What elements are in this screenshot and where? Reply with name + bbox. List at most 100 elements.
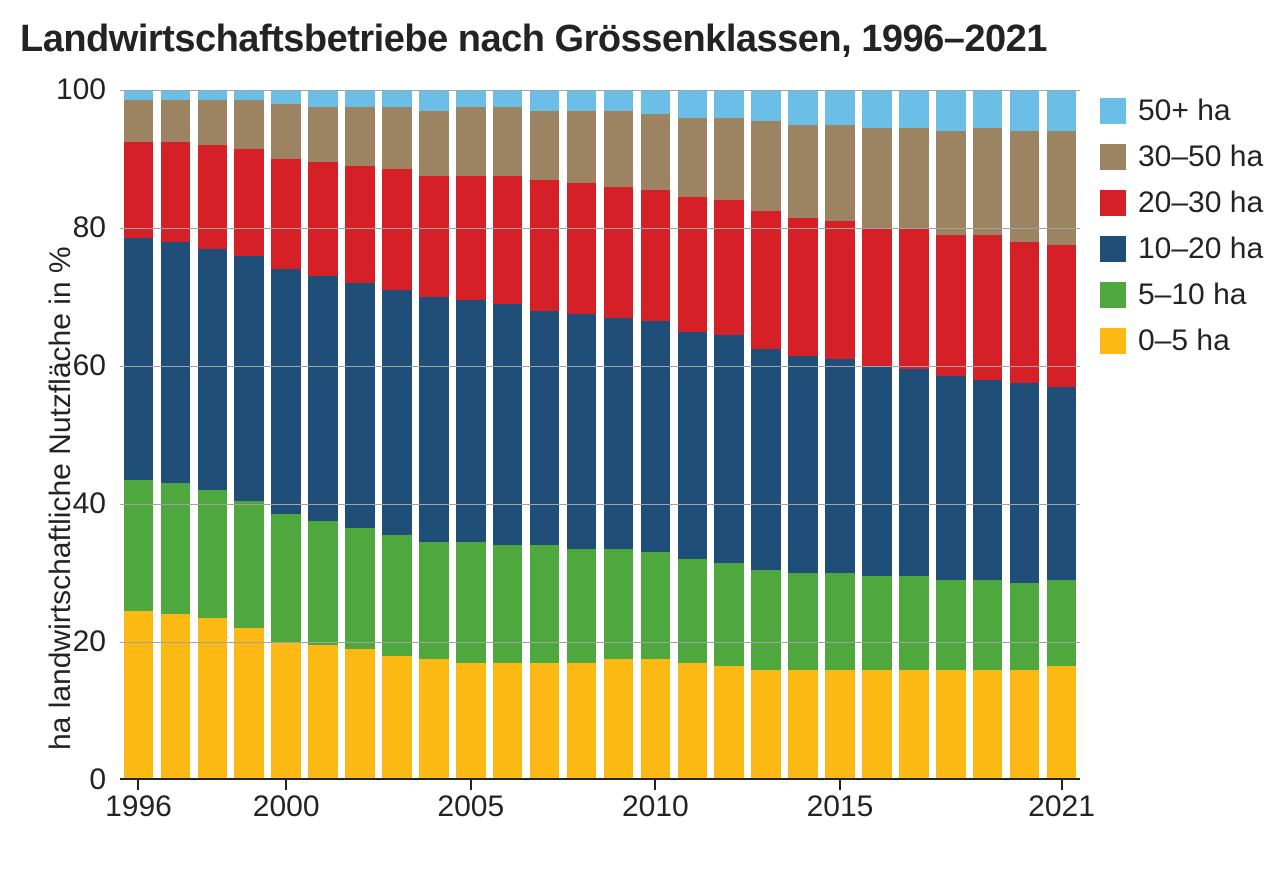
legend-swatch	[1100, 282, 1126, 308]
seg-s20_30	[567, 183, 597, 314]
seg-s5_10	[567, 549, 597, 663]
seg-s10_20	[1047, 387, 1077, 580]
legend-label: 20–30 ha	[1138, 188, 1263, 218]
bar-2008	[567, 90, 597, 780]
y-gridline	[120, 642, 1080, 643]
x-tick-mark	[285, 780, 287, 790]
seg-s0_5	[678, 663, 708, 780]
seg-s0_5	[604, 659, 634, 780]
seg-s30_50	[788, 125, 818, 218]
x-tick-label: 2010	[622, 790, 689, 824]
legend-item-s10_20: 10–20 ha	[1100, 234, 1263, 264]
legend: 50+ ha 30–50 ha 20–30 ha 10–20 ha 5–10 ha 0–5…	[1100, 96, 1263, 372]
seg-s20_30	[678, 197, 708, 332]
seg-s50p	[1010, 90, 1040, 131]
seg-s30_50	[308, 107, 338, 162]
seg-s0_5	[641, 659, 671, 780]
seg-s50p	[678, 90, 708, 118]
seg-s30_50	[198, 100, 228, 145]
seg-s50p	[271, 90, 301, 104]
seg-s50p	[751, 90, 781, 121]
seg-s30_50	[973, 128, 1003, 235]
seg-s20_30	[825, 221, 855, 359]
seg-s0_5	[234, 628, 264, 780]
seg-s0_5	[456, 663, 486, 780]
legend-label: 0–5 ha	[1138, 326, 1230, 356]
seg-s50p	[234, 90, 264, 100]
seg-s20_30	[1010, 242, 1040, 383]
seg-s50p	[345, 90, 375, 107]
seg-s5_10	[124, 480, 154, 611]
seg-s30_50	[124, 100, 154, 141]
seg-s0_5	[862, 670, 892, 780]
seg-s0_5	[936, 670, 966, 780]
seg-s0_5	[308, 645, 338, 780]
seg-s0_5	[973, 670, 1003, 780]
seg-s5_10	[1010, 583, 1040, 669]
seg-s5_10	[899, 576, 929, 669]
seg-s30_50	[604, 111, 634, 187]
seg-s30_50	[345, 107, 375, 166]
x-tick-mark	[470, 780, 472, 790]
seg-s20_30	[604, 187, 634, 318]
legend-label: 30–50 ha	[1138, 142, 1263, 172]
seg-s5_10	[308, 521, 338, 645]
seg-s30_50	[899, 128, 929, 228]
seg-s20_30	[456, 176, 486, 300]
seg-s0_5	[751, 670, 781, 780]
seg-s30_50	[936, 131, 966, 235]
seg-s10_20	[382, 290, 412, 535]
seg-s50p	[899, 90, 929, 128]
bar-2005	[456, 90, 486, 780]
seg-s20_30	[862, 228, 892, 366]
legend-label: 50+ ha	[1138, 96, 1231, 126]
bar-2015	[825, 90, 855, 780]
x-tick-label: 1996	[105, 790, 172, 824]
x-tick-mark	[839, 780, 841, 790]
seg-s5_10	[714, 563, 744, 667]
legend-item-s30_50: 30–50 ha	[1100, 142, 1263, 172]
bar-2012	[714, 90, 744, 780]
seg-s50p	[641, 90, 671, 114]
seg-s0_5	[530, 663, 560, 780]
seg-s50p	[530, 90, 560, 111]
seg-s0_5	[1047, 666, 1077, 780]
seg-s0_5	[271, 642, 301, 780]
seg-s10_20	[641, 321, 671, 552]
seg-s0_5	[419, 659, 449, 780]
seg-s0_5	[382, 656, 412, 780]
seg-s30_50	[234, 100, 264, 148]
seg-s10_20	[936, 376, 966, 580]
seg-s10_20	[493, 304, 523, 546]
seg-s5_10	[530, 545, 560, 662]
legend-swatch	[1100, 144, 1126, 170]
seg-s20_30	[973, 235, 1003, 380]
seg-s10_20	[973, 380, 1003, 580]
chart-title: Landwirtschaftsbetriebe nach Grössenklas…	[20, 18, 1047, 61]
seg-s20_30	[198, 145, 228, 249]
seg-s0_5	[345, 649, 375, 780]
seg-s5_10	[493, 545, 523, 662]
seg-s50p	[198, 90, 228, 100]
y-gridline	[120, 366, 1080, 367]
bar-1998	[198, 90, 228, 780]
seg-s30_50	[382, 107, 412, 169]
seg-s50p	[161, 90, 191, 100]
y-tick-label: 100	[56, 73, 106, 107]
bar-2002	[345, 90, 375, 780]
x-tick-label: 2021	[1028, 790, 1095, 824]
x-tick-label: 2015	[807, 790, 874, 824]
seg-s20_30	[751, 211, 781, 349]
seg-s30_50	[419, 111, 449, 177]
seg-s20_30	[345, 166, 375, 283]
legend-item-s0_5: 0–5 ha	[1100, 326, 1263, 356]
bar-2021	[1047, 90, 1077, 780]
seg-s10_20	[751, 349, 781, 570]
seg-s10_20	[124, 238, 154, 480]
seg-s50p	[382, 90, 412, 107]
seg-s10_20	[530, 311, 560, 546]
legend-item-s5_10: 5–10 ha	[1100, 280, 1263, 310]
seg-s20_30	[382, 169, 412, 290]
seg-s20_30	[493, 176, 523, 304]
seg-s10_20	[271, 269, 301, 514]
